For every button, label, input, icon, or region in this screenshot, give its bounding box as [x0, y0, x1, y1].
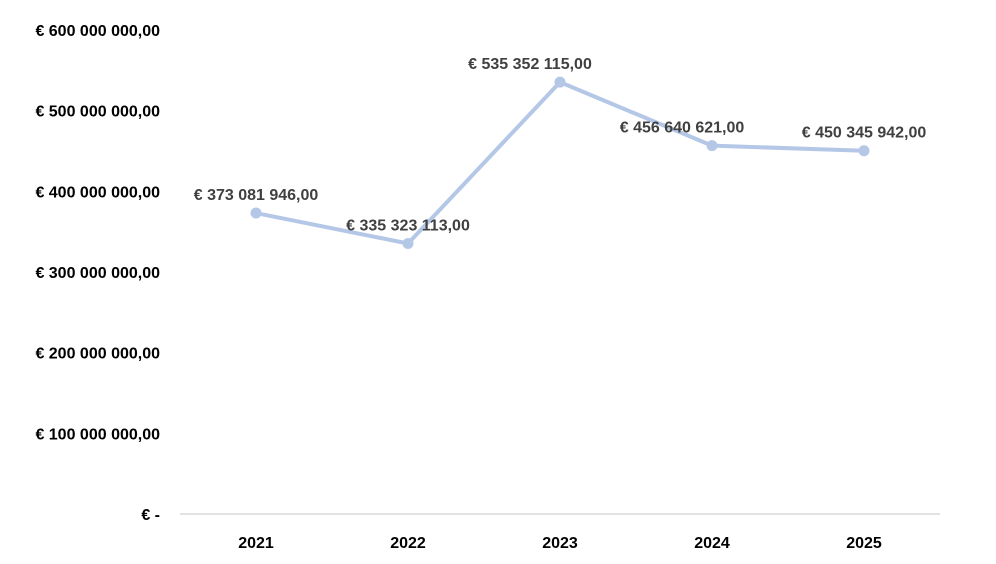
y-tick-label: € 200 000 000,00 [35, 346, 160, 363]
y-tick-label: € 500 000 000,00 [35, 104, 160, 121]
data-label: € 456 640 621,00 [620, 120, 745, 137]
data-point [402, 238, 414, 250]
x-axis: 2021 2022 2023 2024 2025 [238, 535, 882, 552]
data-label: € 335 323 113,00 [346, 218, 470, 235]
x-tick-label: 2024 [694, 535, 730, 552]
data-label: € 450 345 942,00 [802, 125, 927, 142]
series-group [250, 76, 870, 250]
data-point [250, 207, 262, 219]
x-tick-label: 2021 [238, 535, 274, 552]
y-tick-label: € 600 000 000,00 [35, 23, 160, 40]
y-tick-label: € 100 000 000,00 [35, 426, 160, 443]
y-axis: € - € 100 000 000,00 € 200 000 000,00 € 300… [35, 23, 160, 524]
data-label: € 535 352 115,00 [468, 56, 592, 73]
x-tick-label: 2025 [846, 535, 882, 552]
data-label: € 373 081 946,00 [194, 187, 319, 204]
data-labels-group: € 373 081 946,00 € 335 323 113,00 € 535 35… [194, 56, 927, 234]
data-point [554, 76, 566, 88]
x-tick-label: 2023 [542, 535, 578, 552]
y-tick-label: € 300 000 000,00 [35, 265, 160, 282]
y-tick-label: € 400 000 000,00 [35, 184, 160, 201]
data-point [706, 140, 718, 152]
data-point [858, 145, 870, 157]
x-tick-label: 2022 [390, 535, 426, 552]
y-tick-label: € - [141, 507, 160, 524]
